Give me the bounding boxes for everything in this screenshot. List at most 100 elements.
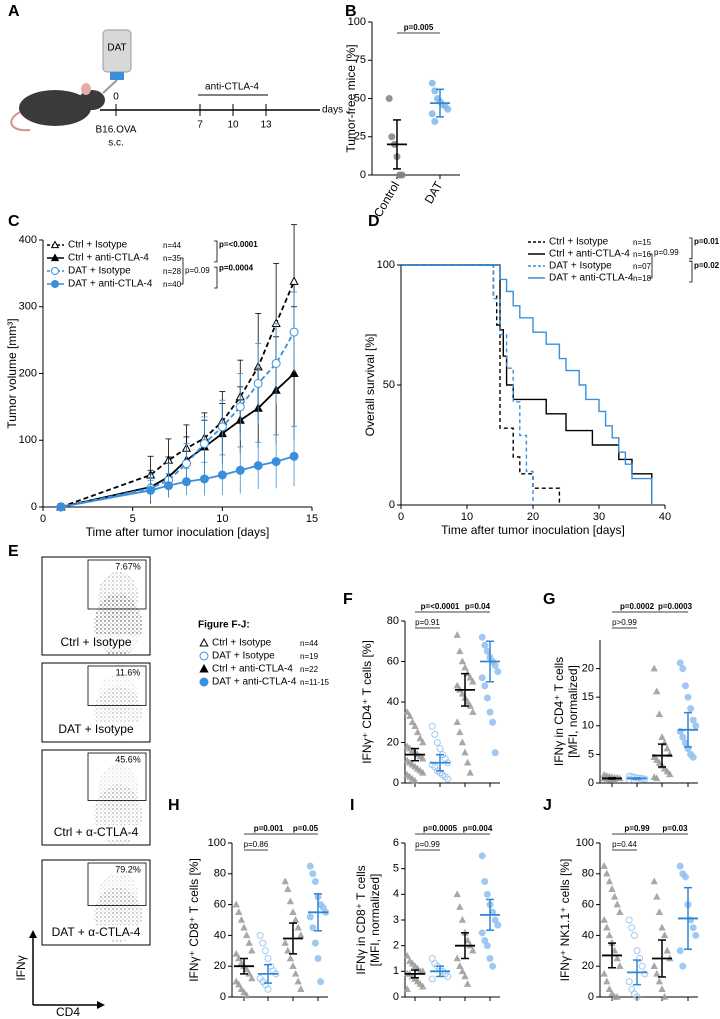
p-value: p=0.005 — [404, 23, 434, 32]
data-point — [687, 705, 695, 713]
data-point — [199, 439, 209, 449]
legend-marker — [51, 280, 59, 288]
data-point — [232, 949, 240, 957]
panel-letter: D — [368, 213, 380, 230]
data-point — [217, 470, 227, 480]
data-point — [636, 955, 644, 962]
y-tick-label: 0 — [393, 991, 399, 1003]
legend-n: n=22 — [300, 665, 319, 674]
data-point — [676, 947, 684, 955]
data-point — [388, 133, 396, 141]
y-tick-label: 1 — [393, 965, 399, 977]
data-point — [444, 775, 452, 783]
route-label: s.c. — [108, 138, 124, 149]
data-point — [403, 951, 411, 959]
flow-label: Ctrl + α-CTLA-4 — [54, 825, 139, 839]
sig-bracket — [689, 260, 693, 283]
data-point — [281, 939, 289, 946]
data-point — [481, 682, 489, 690]
data-point — [294, 977, 302, 985]
data-point — [603, 977, 611, 985]
y-tick-label: 0 — [393, 777, 399, 789]
data-point — [486, 955, 494, 962]
gate — [87, 559, 147, 610]
y-tick-label: 20 — [582, 960, 594, 972]
data-point — [428, 110, 436, 118]
panel-letter: H — [168, 797, 180, 814]
data-point — [478, 633, 486, 641]
y-tick-label: 50 — [383, 379, 395, 391]
data-point — [264, 985, 272, 993]
y-tick-label: 60 — [214, 899, 226, 911]
legend-label: Ctrl + Isotype — [549, 237, 609, 248]
panel-letter: E — [8, 543, 19, 560]
data-point — [491, 662, 499, 670]
data-point — [679, 733, 687, 741]
data-point — [469, 946, 477, 954]
x-tick-label: 20 — [527, 511, 539, 523]
legend-label: DAT + Isotype — [549, 261, 612, 272]
panel-letter: G — [543, 591, 555, 608]
data-point — [469, 708, 477, 715]
data-point — [630, 931, 638, 939]
flow-x-label: CD4 — [56, 1005, 80, 1019]
data-point — [666, 770, 674, 778]
gate-percent: 45.6% — [115, 754, 141, 764]
data-point — [461, 663, 469, 671]
data-point — [478, 929, 486, 937]
data-point — [466, 673, 474, 681]
y-axis-label: IFNγ⁺ CD4⁺ T cells [%] — [360, 640, 374, 764]
data-point — [676, 862, 684, 870]
sig-bracket — [214, 266, 218, 289]
data-point — [653, 969, 661, 977]
data-point — [689, 924, 697, 932]
x-tick-label: 10 — [461, 511, 473, 523]
data-point — [237, 915, 246, 923]
data-point — [658, 733, 666, 740]
data-point — [613, 954, 621, 962]
p-value: p=0.02 — [694, 261, 720, 270]
data-point — [481, 878, 489, 885]
flow-label: DAT + Isotype — [58, 722, 134, 736]
legend-n: n=16 — [633, 250, 652, 259]
data-point — [663, 744, 671, 752]
y-tick-label: 5 — [588, 748, 594, 760]
data-point — [444, 105, 452, 113]
mouse-tail — [10, 111, 31, 132]
y-axis-label: IFNγ in CD4⁺ T cells — [552, 657, 566, 766]
data-point — [413, 728, 422, 736]
data-point — [600, 969, 608, 977]
data-point — [242, 965, 251, 973]
gate — [87, 862, 147, 906]
data-point — [478, 674, 486, 682]
series-line — [60, 455, 295, 508]
y-axis-label: Tumor-free mice [%] — [344, 44, 358, 152]
y-tick-label: 100 — [19, 434, 37, 446]
data-point — [453, 890, 461, 898]
data-point — [297, 931, 305, 939]
data-point — [453, 954, 461, 962]
data-point — [289, 276, 299, 285]
arrow-head — [29, 930, 37, 938]
p-value: p=0.44 — [612, 840, 637, 849]
data-point — [641, 970, 649, 978]
series-line — [60, 281, 295, 508]
legend-marker — [50, 240, 60, 249]
survival-curve — [401, 264, 653, 505]
panel-letter: A — [8, 3, 20, 20]
data-point — [653, 892, 661, 900]
data-point — [483, 942, 491, 950]
flow-y-label: IFNγ — [14, 955, 28, 980]
data-point — [650, 664, 658, 672]
data-point — [261, 947, 269, 955]
data-point — [286, 954, 295, 962]
data-point — [610, 946, 619, 954]
data-point — [633, 993, 641, 1001]
data-point — [650, 877, 658, 885]
data-point — [653, 774, 661, 782]
panel-letter: B — [345, 3, 357, 20]
data-point — [232, 977, 240, 985]
data-point — [625, 776, 633, 784]
data-point — [628, 924, 636, 932]
data-point — [689, 716, 697, 724]
